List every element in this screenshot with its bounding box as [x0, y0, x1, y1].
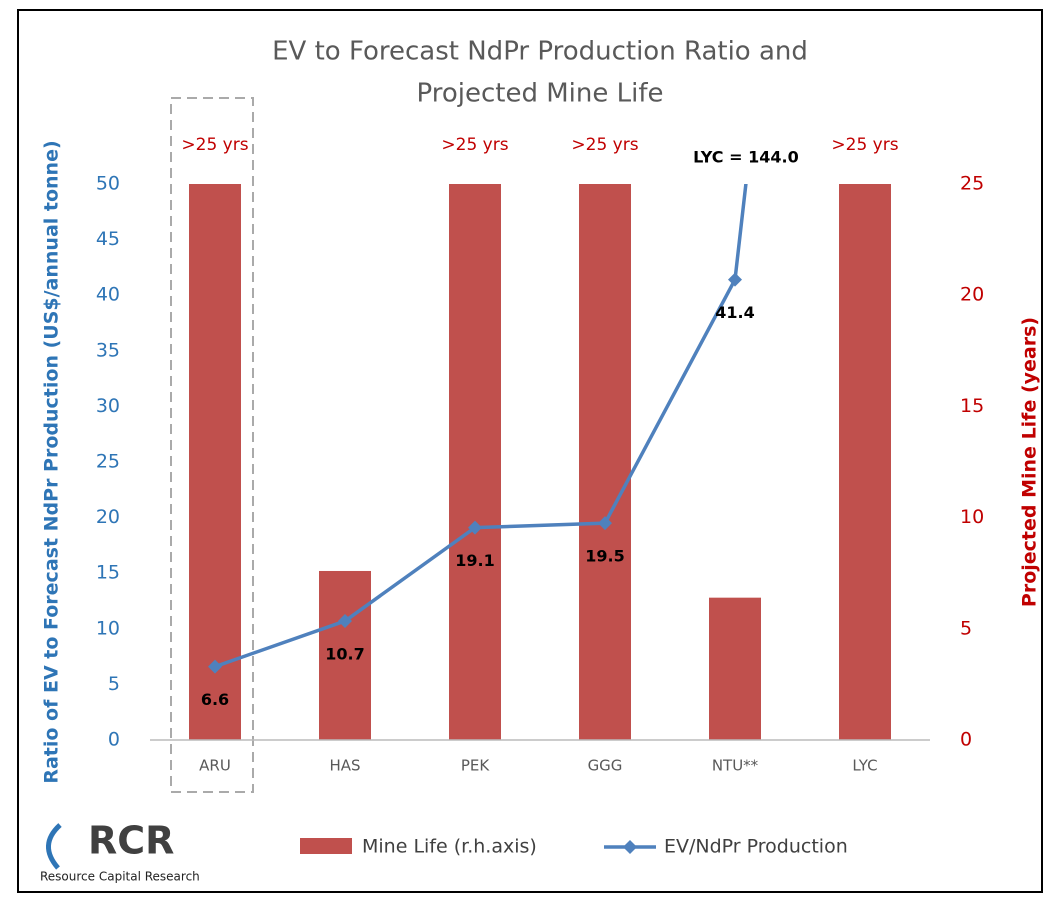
legend-label: EV/NdPr Production [664, 836, 848, 858]
bar-label: >25 yrs [441, 135, 508, 155]
line-marker [598, 516, 612, 531]
bar-label: >25 yrs [831, 135, 898, 155]
y-axis-label: Ratio of EV to Forecast NdPr Production … [41, 140, 63, 783]
line-marker [728, 272, 742, 287]
x-tick-label: GGG [588, 757, 623, 775]
line [214, 184, 748, 669]
x-tick-label: PEK [461, 757, 491, 775]
y2-tick-label: 25 [960, 173, 984, 195]
logo-name: Resource Capital Research [40, 870, 200, 884]
x-tick-label: HAS [329, 757, 360, 775]
bar-label: >25 yrs [571, 135, 638, 155]
y2-tick-label: 5 [960, 617, 972, 639]
line-label: 10.7 [325, 645, 364, 664]
line-label: 6.6 [201, 690, 229, 709]
line-label: LYC = 144.0 [693, 148, 799, 167]
highlight-box [170, 97, 254, 793]
logo-mark: RCR [88, 819, 174, 863]
y-tick-label: 25 [96, 451, 120, 473]
y-tick-label: 50 [96, 173, 120, 195]
y-tick-label: 30 [96, 395, 120, 417]
y2-tick-label: 15 [960, 395, 984, 417]
y2-tick-label: 10 [960, 506, 984, 528]
legend-label: Mine Life (r.h.axis) [362, 836, 537, 858]
y-tick-label: 5 [108, 673, 120, 695]
line-label: 41.4 [715, 303, 754, 322]
bar [319, 570, 371, 740]
x-tick-label: NTU** [712, 757, 759, 775]
chart-title: EV to Forecast NdPr Production Ratio and [272, 37, 808, 67]
line-marker [208, 659, 222, 674]
bar [579, 184, 631, 740]
chart-title: Projected Mine Life [417, 79, 664, 109]
legend-swatch [623, 840, 637, 854]
y2-tick-label: 0 [960, 729, 972, 751]
y-tick-label: 0 [108, 729, 120, 751]
y-tick-label: 40 [96, 284, 120, 306]
bar [449, 184, 501, 740]
bar [709, 597, 761, 740]
x-tick-label: ARU [199, 757, 231, 775]
legend-swatch [300, 838, 352, 854]
line-label: 19.1 [455, 551, 494, 570]
y-tick-label: 15 [96, 562, 120, 584]
y-tick-label: 35 [96, 339, 120, 361]
line-marker [338, 614, 352, 629]
y2-tick-label: 20 [960, 284, 984, 306]
bar-label: >25 yrs [181, 135, 248, 155]
y-tick-label: 20 [96, 506, 120, 528]
line-group [208, 184, 748, 674]
y2-axis-label: Projected Mine Life (years) [1019, 317, 1041, 607]
line-label: 19.5 [585, 547, 624, 566]
logo-arc [46, 823, 62, 870]
y-tick-label: 10 [96, 617, 120, 639]
x-tick-label: LYC [852, 757, 877, 775]
bar [189, 184, 241, 740]
line-marker [468, 520, 482, 535]
bar [839, 184, 891, 740]
y-tick-label: 45 [96, 228, 120, 250]
